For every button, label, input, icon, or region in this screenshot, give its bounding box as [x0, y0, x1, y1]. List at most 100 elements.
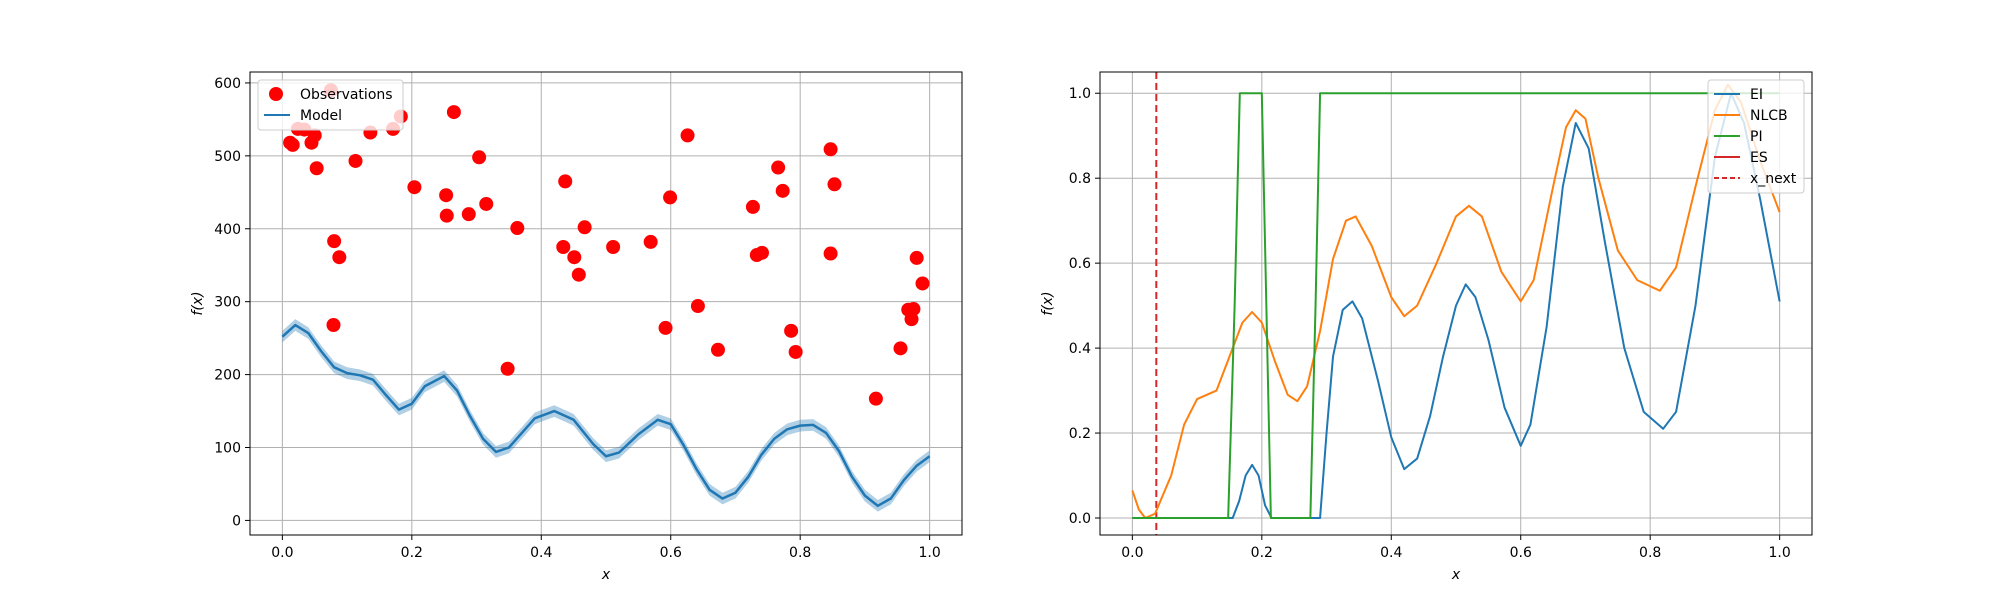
y-tick-label: 100	[214, 441, 241, 457]
observation-point	[571, 267, 586, 282]
observation-point	[348, 153, 363, 168]
legend-box	[257, 79, 404, 131]
model-confidence-band	[282, 319, 930, 512]
observation-point	[754, 245, 769, 260]
x-tick-label: 0.8	[789, 545, 811, 561]
observations-series	[283, 83, 930, 406]
observation-point	[906, 301, 921, 316]
legend-box	[1707, 79, 1805, 194]
y-tick-label: 0.0	[1069, 511, 1091, 527]
observation-point	[439, 188, 454, 203]
model-line	[281, 323, 931, 508]
x-axis: 0.0 0.2 0.4 0.6 0.8 1.0	[271, 72, 941, 561]
x-axis-label: x	[601, 567, 611, 583]
observation-point	[332, 250, 347, 265]
observation-point	[771, 160, 786, 175]
plot-frame	[249, 71, 963, 536]
legend-entry-observations: Observations	[269, 87, 393, 103]
observation-point	[745, 199, 760, 214]
observation-point	[827, 177, 842, 192]
y-axis-label: f(x)	[1040, 291, 1056, 315]
pi-line	[1132, 92, 1780, 520]
x-tick-label: 0.8	[1639, 545, 1661, 561]
y-tick-label: 200	[214, 368, 241, 384]
x-tick-label: 1.0	[1769, 545, 1791, 561]
x-tick-label: 0.2	[401, 545, 423, 561]
y-tick-label: 500	[214, 149, 241, 165]
legend-label: Model	[300, 108, 342, 124]
observation-point	[823, 246, 838, 261]
y-tick-label: 0.6	[1069, 256, 1091, 272]
observation-point	[643, 234, 658, 249]
x-tick-label: 0.4	[1380, 545, 1402, 561]
observation-point	[658, 320, 673, 335]
observation-point	[309, 161, 324, 176]
x-tick-label: 0.0	[271, 545, 293, 561]
observation-point	[567, 250, 582, 265]
legend-label: PI	[1750, 129, 1763, 145]
y-tick-label: 0.8	[1069, 171, 1091, 187]
observation-point	[775, 183, 790, 198]
x-tick-label: 0.0	[1121, 545, 1143, 561]
x-tick-label: 0.6	[660, 545, 682, 561]
legend: Observations Model	[257, 79, 404, 131]
y-tick-label: 600	[214, 76, 241, 92]
observation-point	[893, 341, 908, 356]
y-tick-label: 0	[232, 513, 241, 529]
observation-point	[479, 196, 494, 211]
legend-entry-x-next: x_next	[1714, 171, 1797, 187]
observation-point	[407, 180, 422, 195]
observation-point	[823, 142, 838, 157]
observation-point	[606, 239, 621, 254]
x-tick-label: 0.4	[530, 545, 552, 561]
legend-label: EI	[1750, 87, 1763, 103]
legend-label: ES	[1750, 150, 1768, 166]
observation-point	[326, 318, 341, 333]
legend-entry-pi: PI	[1714, 129, 1763, 145]
legend-label: NLCB	[1750, 108, 1788, 124]
observation-point	[577, 220, 592, 235]
observation-point	[710, 342, 725, 357]
observation-point	[784, 323, 799, 338]
plot-area	[281, 83, 931, 512]
observation-point	[446, 105, 461, 120]
y-tick-label: 300	[214, 295, 241, 311]
y-tick-label: 1.0	[1069, 86, 1091, 102]
nlcb-line	[1131, 83, 1781, 520]
observation-point	[690, 299, 705, 314]
plot-area	[1131, 72, 1781, 535]
legend-entry-es: ES	[1714, 150, 1768, 166]
observation-point	[500, 361, 515, 376]
legend-marker	[269, 87, 283, 101]
observation-point	[285, 137, 300, 152]
observation-point	[788, 344, 803, 359]
y-tick-label: 0.2	[1069, 426, 1091, 442]
y-tick-label: 0.4	[1069, 341, 1091, 357]
observation-point	[915, 276, 930, 291]
x-tick-label: 0.6	[1510, 545, 1532, 561]
plot-frame	[1099, 71, 1813, 536]
legend-label: Observations	[300, 87, 393, 103]
observation-point	[558, 174, 573, 189]
y-tick-label: 400	[214, 222, 241, 238]
right-panel-acquisition-functions: 0.0 0.2 0.4 0.6 0.8 1.0 0.0 0.2 0.4 0.6 0.8 1.0 x f(x…	[1040, 71, 1813, 583]
observation-point	[909, 250, 924, 265]
y-axis-label: f(x)	[190, 291, 206, 315]
left-panel-acquisition-model: 0.0 0.2 0.4 0.6 0.8 1.0 0 100 200 300 400 500 600 x f(…	[190, 71, 963, 583]
legend-entry-ei: EI	[1714, 87, 1763, 103]
observation-point	[868, 391, 883, 406]
observation-point	[680, 128, 695, 143]
x-axis-label: x	[1451, 567, 1461, 583]
legend-entry-model: Model	[264, 108, 342, 124]
legend-entry-nlcb: NLCB	[1714, 108, 1788, 124]
observation-point	[556, 239, 571, 254]
x-tick-label: 1.0	[919, 545, 941, 561]
observation-point	[307, 128, 322, 143]
legend: EI NLCB PI ES x_next	[1707, 79, 1805, 194]
observation-point	[663, 190, 678, 205]
observation-point	[510, 221, 525, 236]
observation-point	[461, 207, 476, 222]
observation-point	[327, 234, 342, 249]
x-axis: 0.0 0.2 0.4 0.6 0.8 1.0	[1121, 72, 1791, 561]
